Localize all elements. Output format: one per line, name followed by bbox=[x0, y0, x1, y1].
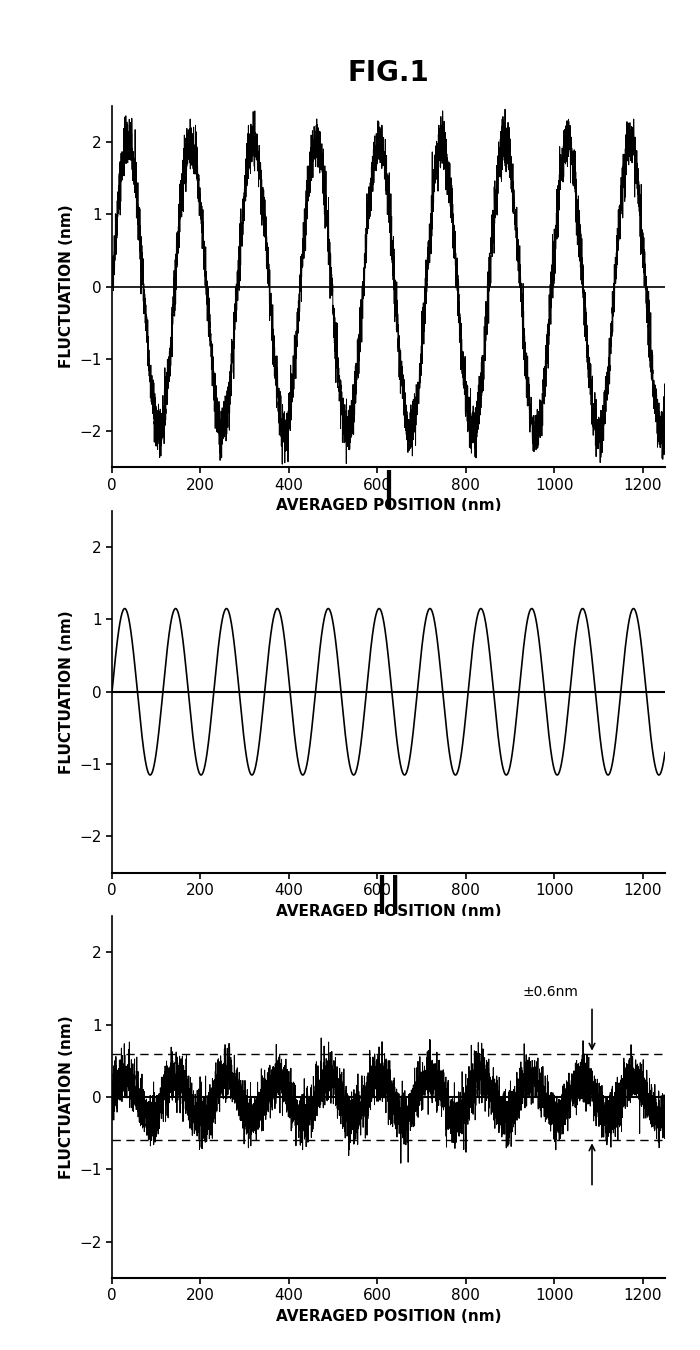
X-axis label: AVERAGED POSITION (nm): AVERAGED POSITION (nm) bbox=[276, 1310, 501, 1324]
Text: |: | bbox=[382, 470, 395, 509]
X-axis label: AVERAGED POSITION (nm): AVERAGED POSITION (nm) bbox=[276, 903, 501, 918]
X-axis label: AVERAGED POSITION (nm): AVERAGED POSITION (nm) bbox=[276, 498, 501, 513]
Text: ||: || bbox=[374, 875, 402, 914]
Text: ±0.6nm: ±0.6nm bbox=[523, 986, 579, 999]
Text: FIG.1: FIG.1 bbox=[348, 59, 429, 86]
Y-axis label: FLUCTUATION (nm): FLUCTUATION (nm) bbox=[59, 1015, 74, 1179]
Y-axis label: FLUCTUATION (nm): FLUCTUATION (nm) bbox=[59, 205, 74, 369]
Y-axis label: FLUCTUATION (nm): FLUCTUATION (nm) bbox=[59, 610, 74, 774]
